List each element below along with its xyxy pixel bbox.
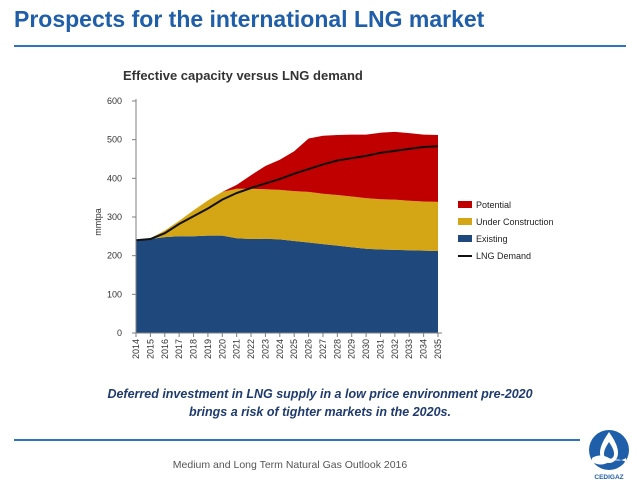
chart-legend: Potential Under Construction Existing LN… [458, 196, 554, 264]
x-tick-label: 2014 [131, 339, 141, 359]
legend-label-potential: Potential [476, 199, 512, 210]
x-tick-label: 2017 [174, 339, 184, 359]
x-tick-label: 2022 [246, 339, 256, 359]
footer-text: Medium and Long Term Natural Gas Outlook… [172, 459, 408, 471]
y-tick-label: 100 [107, 289, 122, 299]
cedigaz-logo: CEDIGAZ [589, 430, 629, 481]
x-tick-label: 2032 [390, 339, 400, 359]
footer-divider [14, 439, 580, 441]
y-axis-label: mmtpa [93, 208, 103, 236]
x-tick-label: 2019 [203, 339, 213, 359]
y-tick-label: 300 [107, 212, 122, 222]
legend-item-under-construction: Under Construction [458, 213, 554, 230]
x-tick-label: 2023 [260, 339, 270, 359]
y-tick-label: 400 [107, 173, 122, 183]
legend-label-lng-demand: LNG Demand [476, 250, 532, 261]
x-tick-label: 2026 [304, 339, 314, 359]
line-lng-demand [135, 145, 439, 242]
x-tick-label: 2031 [376, 339, 386, 359]
x-tick-label: 2027 [318, 339, 328, 359]
title-divider [14, 45, 626, 47]
y-tick-label: 500 [107, 135, 122, 145]
slide-caption: Deferred investment in LNG supply in a l… [40, 385, 600, 421]
caption-line-2: brings a risk of tighter markets in the … [189, 405, 451, 419]
x-tick-label: 2030 [361, 339, 371, 359]
x-tick-label: 2025 [289, 339, 299, 359]
y-tick-label: 200 [107, 251, 122, 261]
y-tick-label: 0 [117, 328, 122, 338]
svg-text:CEDIGAZ: CEDIGAZ [594, 474, 623, 481]
legend-label-under-construction: Under Construction [476, 216, 554, 227]
x-tick-label: 2020 [217, 339, 227, 359]
caption-line-1: Deferred investment in LNG supply in a l… [107, 387, 533, 401]
legend-swatch-potential [458, 201, 472, 208]
legend-item-potential: Potential [458, 196, 554, 213]
legend-item-lng-demand: LNG Demand [458, 247, 554, 264]
x-tick-label: 2021 [232, 339, 242, 359]
x-tick-label: 2035 [433, 339, 443, 359]
legend-item-existing: Existing [458, 230, 554, 247]
y-tick-label: 600 [107, 96, 122, 106]
x-tick-label: 2033 [404, 339, 414, 359]
chart-title: Effective capacity versus LNG demand [123, 68, 363, 83]
x-tick-label: 2024 [275, 339, 285, 359]
x-tick-label: 2029 [347, 339, 357, 359]
page-title: Prospects for the international LNG mark… [14, 6, 485, 32]
x-tick-label: 2016 [160, 339, 170, 359]
x-tick-label: 2018 [189, 339, 199, 359]
legend-swatch-existing [458, 235, 472, 242]
x-tick-label: 2015 [145, 339, 155, 359]
x-tick-label: 2028 [332, 339, 342, 359]
area-under-construction [136, 188, 438, 251]
legend-swatch-under-construction [458, 218, 472, 225]
area-potential [136, 131, 438, 241]
legend-swatch-lng-demand [458, 254, 472, 257]
area-existing [136, 235, 438, 333]
legend-label-existing: Existing [476, 233, 508, 244]
x-tick-label: 2034 [419, 339, 429, 359]
